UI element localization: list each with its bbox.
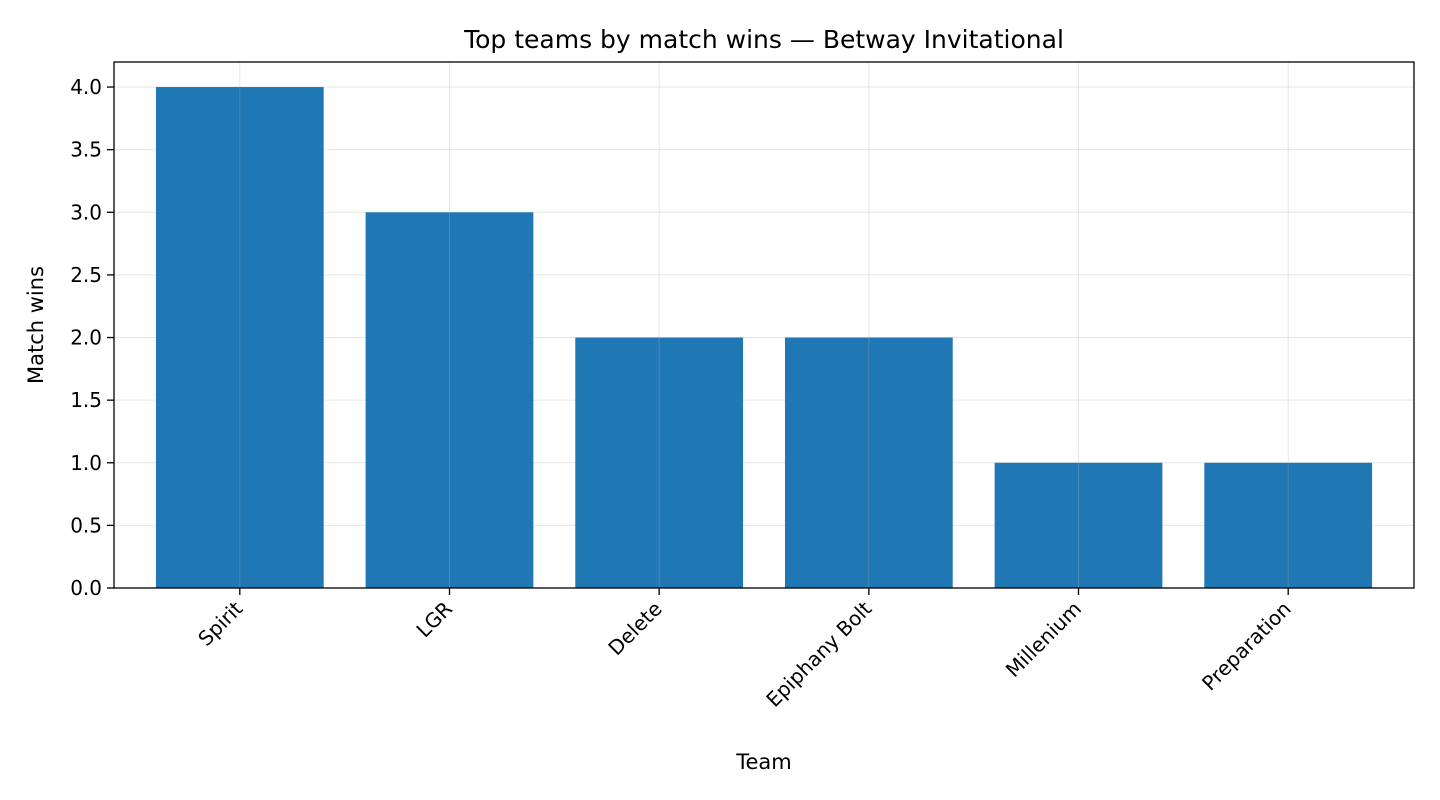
x-tick-label: Preparation [1197,597,1296,696]
bar [994,462,1163,588]
y-tick-label: 0.5 [70,513,102,537]
chart-title: Top teams by match wins — Betway Invitat… [463,25,1064,54]
x-axis: Spirit LGR Delete Epiphany Bolt Millenium Pre… [193,588,1296,712]
y-tick-label: 2.5 [70,263,102,287]
bar [155,87,324,589]
bar [365,212,534,589]
bars [155,87,1373,589]
x-axis-label: Team [735,750,792,774]
y-tick-label: 2.0 [70,326,102,350]
y-axis: 0.0 0.5 1.0 1.5 2.0 2.5 3.0 3.5 4.0 [70,75,114,600]
plot-frame [113,61,1415,589]
x-tick-label: Delete [603,597,666,660]
y-tick-label: 1.0 [70,451,102,475]
x-tick-label: Millenium [1001,597,1086,682]
y-tick-label: 1.5 [70,388,102,412]
y-tick-label: 3.5 [70,138,102,162]
vertical-grid-lines [239,62,1289,588]
y-tick-label: 3.0 [70,200,102,224]
y-tick-label: 0.0 [70,576,102,600]
bar [784,337,953,588]
x-tick-label: Epiphany Bolt [761,596,876,711]
bar [1204,462,1373,588]
grid-lines [114,86,1414,589]
bar [575,337,744,588]
x-tick-label: LGR [411,596,457,642]
y-axis-label: Match wins [24,266,48,384]
x-tick-label: Spirit [193,596,247,650]
y-tick-label: 4.0 [70,75,102,99]
